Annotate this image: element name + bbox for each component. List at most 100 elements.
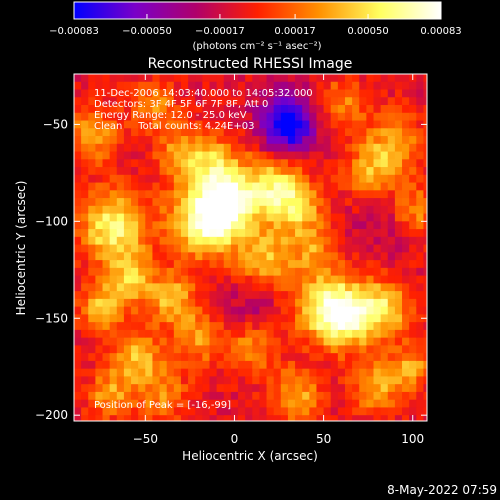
heatmap-cell <box>166 399 175 409</box>
heatmap-cell <box>387 159 396 168</box>
heatmap-cell <box>145 298 154 308</box>
heatmap-cell <box>280 337 289 346</box>
heatmap-cell <box>252 174 261 184</box>
heatmap-cell <box>295 252 303 261</box>
heatmap-cell <box>95 74 104 83</box>
heatmap-cell <box>159 81 168 91</box>
x-tick-label: 0 <box>231 432 239 446</box>
heatmap-cell <box>352 120 360 129</box>
heatmap-cell <box>223 182 232 191</box>
heatmap-cell <box>295 384 303 393</box>
heatmap-cell <box>216 291 225 300</box>
heatmap-cell <box>266 244 275 253</box>
heatmap-cell <box>352 74 360 83</box>
heatmap-cell <box>409 136 417 145</box>
heatmap-cell <box>81 399 89 409</box>
heatmap-cell <box>344 182 353 191</box>
heatmap-cell <box>145 244 154 253</box>
heatmap-cell <box>138 283 146 292</box>
heatmap-cell <box>109 298 118 308</box>
heatmap-cell <box>337 205 346 215</box>
heatmap-cell <box>102 384 111 393</box>
heatmap-cell <box>273 345 282 354</box>
heatmap-cell <box>202 74 211 83</box>
heatmap-cell <box>344 314 353 323</box>
heatmap-cell <box>295 275 303 284</box>
heatmap-cell <box>402 128 410 137</box>
heatmap-cell <box>109 167 118 176</box>
heatmap-cell <box>387 353 396 362</box>
heatmap-cell <box>373 205 382 215</box>
heatmap-cell <box>402 198 410 207</box>
heatmap-cell <box>188 198 196 207</box>
heatmap-cell <box>166 74 175 83</box>
heatmap-cell <box>337 190 346 199</box>
heatmap-cell <box>145 306 154 315</box>
heatmap-cell <box>359 128 367 137</box>
heatmap-cell <box>188 128 196 137</box>
heatmap-cell <box>337 298 346 308</box>
heatmap-cell <box>116 345 125 354</box>
heatmap-cell <box>287 229 296 238</box>
heatmap-cell <box>416 213 425 222</box>
heatmap-cell <box>402 89 410 98</box>
heatmap-cell <box>202 306 211 315</box>
heatmap-cell <box>309 298 318 308</box>
heatmap-cell <box>366 306 375 315</box>
heatmap-cell <box>81 159 89 168</box>
heatmap-cell <box>245 368 253 378</box>
heatmap-cell <box>352 198 360 207</box>
heatmap-cell <box>216 337 225 346</box>
heatmap-cell <box>88 89 96 98</box>
heatmap-cell <box>173 182 182 191</box>
heatmap-cell <box>131 167 139 176</box>
heatmap-cell <box>74 81 82 91</box>
heatmap-cell <box>337 213 346 222</box>
heatmap-cell <box>180 205 189 215</box>
heatmap-cell <box>209 236 218 246</box>
heatmap-cell <box>95 244 104 253</box>
heatmap-cell <box>216 167 225 176</box>
heatmap-cell <box>337 337 346 346</box>
heatmap-cell <box>180 97 189 106</box>
heatmap-cell <box>152 314 161 323</box>
heatmap-cell <box>337 167 346 176</box>
heatmap-cell <box>145 399 154 409</box>
heatmap-cell <box>394 283 403 292</box>
heatmap-cell <box>123 112 132 122</box>
heatmap-cell <box>309 267 318 277</box>
heatmap-cell <box>138 229 146 238</box>
heatmap-cell <box>116 89 125 98</box>
heatmap-cell <box>423 221 427 230</box>
heatmap-cell <box>416 198 425 207</box>
heatmap-cell <box>195 337 203 346</box>
heatmap-cell <box>330 329 339 339</box>
heatmap-cell <box>366 291 375 300</box>
heatmap-cell <box>373 407 382 416</box>
annotation-time-range: 11-Dec-2006 14:03:40.000 to 14:05:32.000 <box>94 88 313 99</box>
peak-position-label: Position of Peak = [-16,-99] <box>94 400 231 411</box>
heatmap-cell <box>409 236 417 246</box>
heatmap-cell <box>394 399 403 409</box>
heatmap-cell <box>423 136 427 145</box>
heatmap-cell <box>180 229 189 238</box>
heatmap-cell <box>123 306 132 315</box>
heatmap-cell <box>238 353 246 362</box>
heatmap-cell <box>402 81 410 91</box>
heatmap-cell <box>394 260 403 269</box>
heatmap-cell <box>230 190 239 199</box>
heatmap-cell <box>223 275 232 284</box>
heatmap-cell <box>152 368 161 378</box>
heatmap-cell <box>273 81 282 91</box>
heatmap-cell <box>109 81 118 91</box>
heatmap-cell <box>409 384 417 393</box>
heatmap-cell <box>173 213 182 222</box>
heatmap-cell <box>109 283 118 292</box>
heatmap-cell <box>230 291 239 300</box>
heatmap-cell <box>159 112 168 122</box>
heatmap-cell <box>359 275 367 284</box>
heatmap-cell <box>423 182 427 191</box>
heatmap-cell <box>352 89 360 98</box>
heatmap-cell <box>387 329 396 339</box>
heatmap-cell <box>373 329 382 339</box>
